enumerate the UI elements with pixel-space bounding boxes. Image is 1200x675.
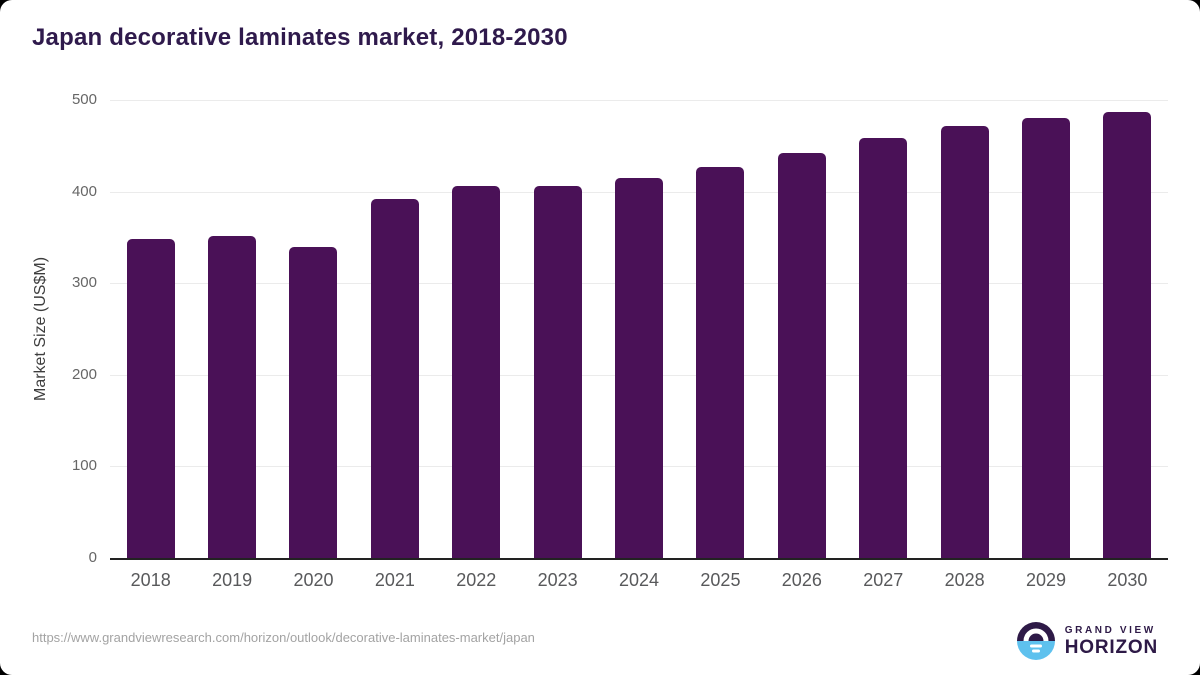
y-tick-label-300: 300 xyxy=(71,274,97,292)
x-tick-label-2026: 2026 xyxy=(781,570,822,590)
y-tick-label-200: 200 xyxy=(71,365,97,383)
y-tick-label-100: 100 xyxy=(71,457,97,475)
bar-slot-2027 xyxy=(843,100,924,558)
bar-2018 xyxy=(126,239,175,558)
bar-2020 xyxy=(289,246,338,558)
brand-logo: GRAND VIEW HORIZON xyxy=(1016,621,1158,661)
x-tick-label-2018: 2018 xyxy=(130,570,171,590)
bar-slot-2028 xyxy=(924,100,1005,558)
bar-slot-2026 xyxy=(761,100,842,558)
x-tick-label-2027: 2027 xyxy=(863,570,904,590)
bar-2023 xyxy=(533,186,582,558)
bar-2022 xyxy=(452,186,501,558)
bar-slot-2019 xyxy=(191,100,272,558)
bar-slot-2029 xyxy=(1005,100,1086,558)
horizon-sun-logo-icon xyxy=(1016,622,1055,660)
x-tick-label-2024: 2024 xyxy=(619,570,660,590)
y-tick-label-500: 500 xyxy=(71,91,97,108)
bar-slot-2020 xyxy=(273,100,354,558)
bar-slot-2018 xyxy=(110,100,191,558)
bar-slot-2030 xyxy=(1087,100,1168,558)
x-tick-label-2030: 2030 xyxy=(1107,570,1148,590)
plot-area xyxy=(110,100,1168,560)
x-tick-label-2023: 2023 xyxy=(537,570,578,590)
x-tick-label-2029: 2029 xyxy=(1025,570,1067,590)
chart-title: Japan decorative laminates market, 2018-… xyxy=(32,24,568,51)
bar-2021 xyxy=(370,198,419,558)
bar-slot-2021 xyxy=(354,100,435,558)
bar-series xyxy=(110,100,1168,558)
bar-2030 xyxy=(1103,111,1152,558)
gridline-500 xyxy=(110,100,1168,101)
bar-2024 xyxy=(615,177,664,558)
x-tick-label-2028: 2028 xyxy=(944,570,985,590)
x-tick-label-2025: 2025 xyxy=(700,570,741,590)
bar-2019 xyxy=(208,236,257,558)
bar-2026 xyxy=(777,153,826,558)
bar-2028 xyxy=(940,125,989,558)
y-tick-label-0: 0 xyxy=(88,549,97,566)
bar-slot-2024 xyxy=(598,100,679,558)
bar-2025 xyxy=(696,166,745,558)
x-tick-label-2020: 2020 xyxy=(293,570,334,590)
x-tick-label-2021: 2021 xyxy=(374,570,415,590)
bar-2029 xyxy=(1021,118,1070,558)
x-axis-labels: 2018 2019 2020 2021 2022 2023 2024 2025 2026 2027… xyxy=(110,570,1168,591)
x-tick-label-2022: 2022 xyxy=(456,570,497,590)
logo-text: GRAND VIEW HORIZON xyxy=(1065,625,1158,658)
source-url: https://www.grandviewresearch.com/horizo… xyxy=(32,630,535,645)
y-axis-ticks: 0 100 200 300 400 500 xyxy=(0,91,97,566)
bar-slot-2025 xyxy=(680,100,761,558)
bar-slot-2022 xyxy=(436,100,517,558)
logo-grand-view-text: GRAND VIEW xyxy=(1064,624,1156,636)
x-tick-label-2019: 2019 xyxy=(212,570,253,590)
y-tick-label-400: 400 xyxy=(71,182,97,200)
bar-2027 xyxy=(859,138,908,558)
logo-horizon-text: HORIZON xyxy=(1064,636,1158,658)
bar-slot-2023 xyxy=(517,100,598,558)
